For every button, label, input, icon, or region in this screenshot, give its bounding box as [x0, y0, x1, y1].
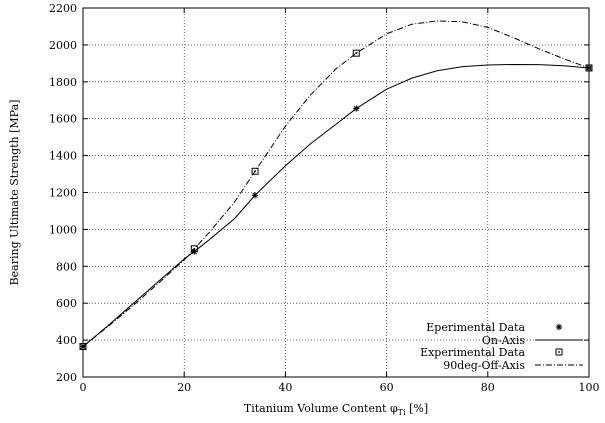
legend-marker-2 [555, 348, 563, 356]
y-tick-label: 400 [56, 334, 77, 347]
legend-label-1: On-Axis [482, 334, 525, 347]
series-line-1 [82, 63, 590, 347]
y-tick-label: 800 [56, 260, 77, 273]
legend-label-2: Experimental Data [420, 346, 525, 359]
y-tick-label: 1200 [49, 187, 77, 200]
plot-area [79, 20, 593, 351]
y-tick-label: 2200 [49, 2, 77, 15]
data-point-2-1 [190, 245, 198, 253]
x-axis-title: Titanium Volume Content φTi [%] [244, 402, 428, 417]
y-tick-label: 1600 [49, 113, 77, 126]
x-tick-label: 100 [579, 381, 600, 394]
data-point-2-2 [251, 167, 259, 175]
axis-ticks: 0 20 40 60 80 100 200 400 600 800 1000 1200 1400 1600… [49, 2, 600, 394]
x-tick-label: 20 [177, 381, 191, 394]
x-tick-label: 0 [80, 381, 87, 394]
data-point-0-2 [251, 192, 259, 199]
x-tick-label: 60 [380, 381, 394, 394]
y-axis-title: Bearing Ultimate Strength [MPa] [8, 100, 21, 286]
data-point-0-3 [353, 105, 360, 112]
data-point-2-3 [352, 49, 360, 57]
x-tick-label: 80 [481, 381, 495, 394]
y-tick-label: 600 [56, 297, 77, 310]
y-tick-label: 2000 [49, 39, 77, 52]
legend-label-0: Eperimental Data [426, 321, 525, 334]
y-tick-label: 1800 [49, 76, 77, 89]
legend-label-3: 90deg-Off-Axis [443, 359, 525, 372]
y-tick-label: 1000 [49, 223, 77, 236]
legend-marker-0 [555, 323, 563, 331]
y-tick-label: 1400 [49, 150, 77, 163]
grid [83, 8, 589, 377]
x-tick-label: 40 [278, 381, 292, 394]
y-tick-label: 200 [56, 371, 77, 384]
series-line-3 [82, 20, 590, 347]
